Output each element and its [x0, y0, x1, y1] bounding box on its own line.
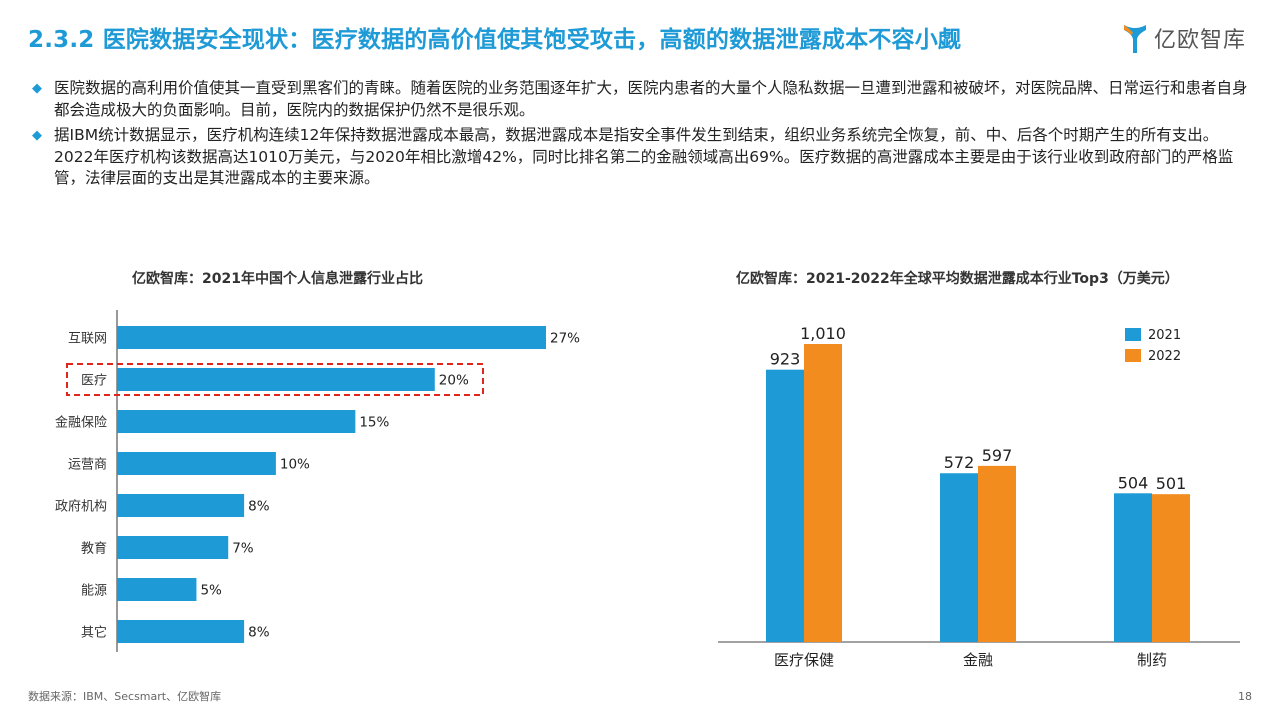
breach-cost-bar-chart: 923 1,010 医疗保健 572 597 金融 504 501 制药 2021 2022 [718, 324, 1240, 669]
bullet-list: ◆ 医院数据的高利用价值使其一直受到黑客们的青睐。随着医院的业务范围逐年扩大，医… [32, 78, 1257, 194]
value-label: 597 [982, 446, 1013, 465]
diamond-bullet-icon: ◆ [32, 128, 42, 143]
bar-2022-2 [1152, 494, 1190, 642]
value-label: 5% [200, 583, 222, 599]
category-label: 制药 [1137, 651, 1167, 669]
value-label: 27% [550, 331, 580, 347]
bullet-text: 医院数据的高利用价值使其一直受到黑客们的青睐。随着医院的业务范围逐年扩大，医院内… [54, 79, 1248, 119]
bar-7 [117, 620, 245, 643]
value-label: 20% [439, 373, 469, 389]
bar-1 [117, 368, 435, 391]
brand-logo: 亿欧智库 [1122, 18, 1262, 58]
category-label: 金融保险 [55, 415, 107, 431]
data-source: 数据来源：IBM、Secsmart、亿欧智库 [28, 690, 222, 703]
bar-0 [117, 326, 546, 349]
bar-6 [117, 578, 197, 601]
category-label: 政府机构 [55, 500, 107, 515]
category-label: 运营商 [68, 458, 107, 473]
legend-swatch [1125, 349, 1141, 362]
bar-2022-0 [804, 344, 842, 642]
category-label: 能源 [81, 584, 107, 599]
value-label: 501 [1156, 474, 1187, 493]
legend-label: 2022 [1148, 349, 1181, 364]
bar-2021-2 [1114, 493, 1152, 642]
page-title: 2.3.2 医院数据安全现状：医疗数据的高价值使其饱受攻击，高额的数据泄露成本不… [28, 27, 962, 53]
page-number: 18 [1238, 690, 1252, 703]
legend-swatch [1125, 328, 1141, 341]
value-label: 8% [248, 499, 270, 515]
category-label: 互联网 [68, 332, 107, 347]
category-label: 其它 [81, 625, 107, 641]
legend-label: 2021 [1148, 328, 1181, 343]
logo-icon [1124, 25, 1146, 53]
value-label: 572 [944, 453, 975, 472]
category-label: 金融 [963, 651, 993, 669]
bullet-item: ◆ 医院数据的高利用价值使其一直受到黑客们的青睐。随着医院的业务范围逐年扩大，医… [32, 78, 1257, 121]
bar-5 [117, 536, 229, 559]
value-label: 15% [359, 415, 389, 431]
bar-2021-0 [766, 369, 804, 642]
category-label: 医疗保健 [774, 651, 834, 669]
left-chart-title: 亿欧智库：2021年中国个人信息泄露行业占比 [132, 271, 423, 287]
logo-text: 亿欧智库 [1154, 28, 1247, 53]
category-label: 教育 [81, 541, 107, 557]
right-chart-title: 亿欧智库：2021-2022年全球平均数据泄露成本行业Top3（万美元） [736, 271, 1179, 287]
value-label: 8% [248, 625, 270, 641]
highlight-box [66, 363, 484, 396]
bar-4 [117, 494, 245, 517]
value-label: 1,010 [800, 324, 846, 343]
bar-3 [117, 452, 276, 475]
industry-share-bar-chart: 互联网 27% 医疗 20% 金融保险 15% 运营商 10% 政府机构 8% 教育 7% 能源 5% 其它… [55, 310, 580, 652]
diamond-bullet-icon: ◆ [32, 81, 42, 96]
value-label: 7% [232, 541, 254, 557]
category-label: 医疗 [81, 374, 107, 389]
bullet-item: ◆ 据IBM统计数据显示，医疗机构连续12年保持数据泄露成本最高，数据泄露成本是… [32, 125, 1257, 190]
value-label: 10% [280, 457, 310, 473]
value-label: 504 [1118, 473, 1149, 492]
value-label: 923 [770, 350, 801, 369]
bar-2022-1 [978, 465, 1016, 642]
bullet-text: 据IBM统计数据显示，医疗机构连续12年保持数据泄露成本最高，数据泄露成本是指安… [54, 126, 1234, 187]
bar-2021-1 [940, 473, 978, 642]
bar-2 [117, 410, 356, 433]
